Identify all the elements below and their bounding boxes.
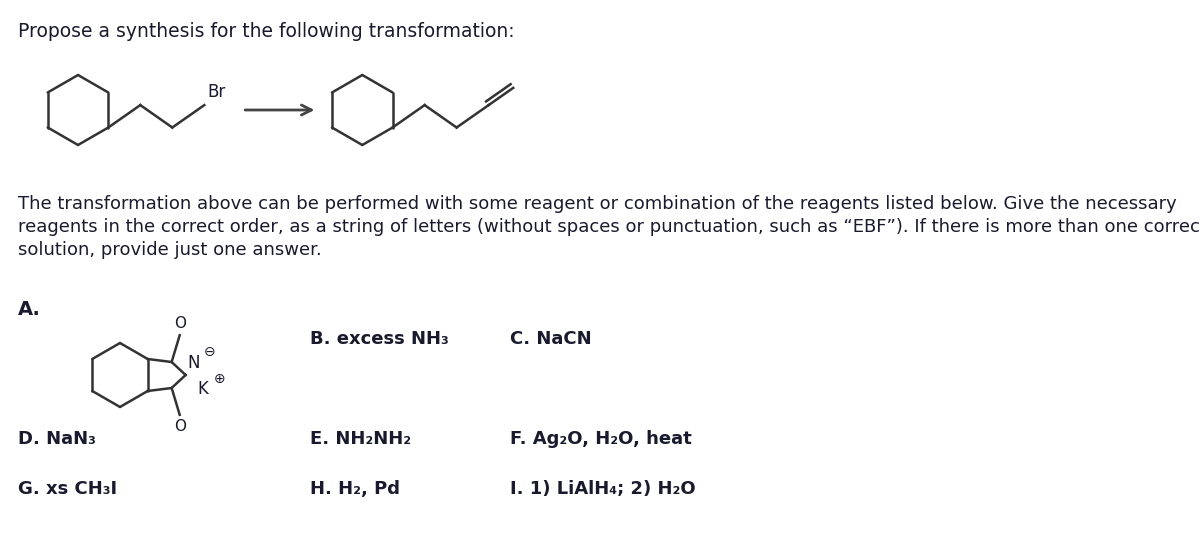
Text: K: K — [198, 380, 209, 398]
Text: Br: Br — [208, 83, 226, 101]
Text: O: O — [174, 316, 186, 331]
Text: D. NaN₃: D. NaN₃ — [18, 430, 96, 448]
Text: Propose a synthesis for the following transformation:: Propose a synthesis for the following tr… — [18, 22, 515, 41]
Text: F. Ag₂O, H₂O, heat: F. Ag₂O, H₂O, heat — [510, 430, 691, 448]
Text: H. H₂, Pd: H. H₂, Pd — [310, 480, 400, 498]
Text: The transformation above can be performed with some reagent or combination of th: The transformation above can be performe… — [18, 195, 1177, 213]
Text: ⊖: ⊖ — [204, 345, 215, 359]
Text: E. NH₂NH₂: E. NH₂NH₂ — [310, 430, 412, 448]
Text: N: N — [187, 354, 200, 372]
Text: I. 1) LiAlH₄; 2) H₂O: I. 1) LiAlH₄; 2) H₂O — [510, 480, 696, 498]
Text: reagents in the correct order, as a string of letters (without spaces or punctua: reagents in the correct order, as a stri… — [18, 218, 1200, 236]
Text: A.: A. — [18, 300, 41, 319]
Text: ⊕: ⊕ — [214, 372, 226, 386]
Text: C. NaCN: C. NaCN — [510, 330, 592, 348]
Text: O: O — [174, 419, 186, 434]
Text: B. excess NH₃: B. excess NH₃ — [310, 330, 449, 348]
Text: solution, provide just one answer.: solution, provide just one answer. — [18, 241, 322, 259]
Text: G. xs CH₃I: G. xs CH₃I — [18, 480, 118, 498]
